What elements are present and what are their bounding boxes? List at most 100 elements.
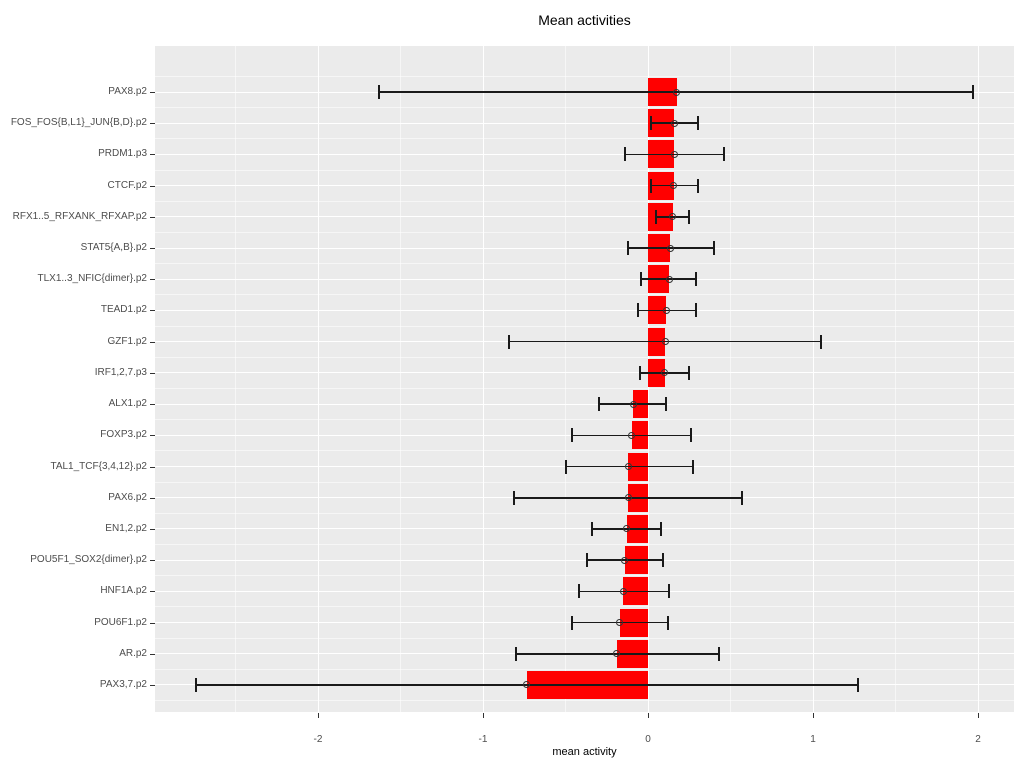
error-bar-cap-high (694, 303, 697, 318)
point-marker (669, 213, 677, 221)
gridline-horizontal-minor (155, 138, 1014, 140)
gridline-horizontal-minor (155, 637, 1014, 639)
y-tick-label: POU5F1_SOX2{dimer}.p2 (30, 554, 147, 566)
error-bar-cap-high (741, 490, 744, 505)
y-tick-mark (150, 528, 155, 530)
gridline-vertical-minor (400, 46, 401, 712)
gridline-vertical-minor (895, 46, 896, 712)
gridline-horizontal-major (155, 528, 1014, 530)
point-marker (662, 306, 670, 314)
y-tick-label: FOXP3.p2 (100, 429, 147, 441)
y-tick-label: CTCF.p2 (107, 179, 147, 191)
x-tick-label: 0 (645, 734, 651, 745)
y-tick-label: RFX1..5_RFXANK_RFXAP.p2 (12, 210, 147, 222)
error-bar-cap-low (194, 677, 197, 692)
gridline-horizontal-minor (155, 700, 1014, 702)
error-bar-cap-low (515, 646, 517, 661)
y-tick-label: ALX1.p2 (108, 398, 147, 410)
gridline-horizontal-minor (155, 450, 1014, 452)
gridline-horizontal-minor (155, 107, 1014, 109)
gridline-horizontal-major (155, 185, 1014, 187)
x-tick-mark (648, 713, 649, 718)
gridline-horizontal-minor (155, 231, 1014, 233)
x-axis-title: mean activity (552, 746, 617, 758)
y-tick-mark (150, 185, 155, 187)
gridline-vertical-major (482, 46, 484, 712)
y-tick-label: PRDM1.p3 (98, 148, 147, 160)
error-bar-cap-high (689, 428, 692, 443)
point-marker (624, 463, 632, 471)
gridline-horizontal-major (155, 122, 1014, 124)
gridline-vertical-major (812, 46, 814, 712)
gridline-horizontal-minor (155, 481, 1014, 483)
y-tick-label: TAL1_TCF{3,4,12}.p2 (50, 460, 147, 472)
gridline-vertical-minor (235, 46, 236, 712)
x-tick-mark (483, 713, 484, 718)
gridline-horizontal-minor (155, 544, 1014, 546)
error-bar-cap-high (665, 397, 668, 412)
error-bar-cap-low (564, 459, 567, 474)
gridline-horizontal-minor (155, 512, 1014, 514)
gridline-horizontal-minor (155, 263, 1014, 265)
error-bar-cap-low (571, 428, 574, 443)
y-tick-mark (150, 123, 155, 125)
gridline-horizontal-major (155, 403, 1014, 405)
point-marker (665, 275, 673, 283)
error-bar-cap-high (661, 553, 664, 568)
error-bar-cap-low (597, 397, 600, 412)
y-tick-label: EN1,2.p2 (105, 522, 147, 534)
point-marker (670, 182, 678, 190)
gridline-horizontal-major (155, 372, 1014, 374)
error-bar-cap-high (666, 615, 669, 630)
error-bar-cap-low (627, 241, 630, 256)
gridline-horizontal-minor (155, 668, 1014, 670)
error-bar-cap-low (637, 303, 640, 318)
error-bar-cap-low (585, 553, 588, 568)
y-tick-mark (150, 435, 155, 437)
point-marker (621, 556, 629, 564)
error-bar-cap-low (655, 209, 658, 224)
point-marker (673, 88, 681, 96)
error-bar-cap-low (640, 272, 643, 287)
y-tick-mark (150, 497, 155, 499)
y-tick-label: HNF1A.p2 (100, 585, 147, 597)
gridline-horizontal-major (155, 216, 1014, 218)
gridline-horizontal-minor (155, 169, 1014, 171)
point-marker (613, 650, 621, 658)
error-bar-cap-high (694, 272, 697, 287)
point-marker (666, 244, 674, 252)
gridline-horizontal-major (155, 153, 1014, 155)
gridline-horizontal-minor (155, 419, 1014, 421)
chart-title: Mean activities (538, 12, 631, 28)
y-tick-label: TEAD1.p2 (100, 304, 147, 316)
error-bar-cap-low (650, 178, 653, 193)
y-tick-mark (150, 341, 155, 343)
x-tick-label: -2 (313, 734, 323, 745)
error-bar-cap-high (688, 365, 691, 380)
y-tick-label: FOS_FOS{B,L1}_JUN{B,D}.p2 (10, 117, 147, 129)
y-tick-mark (150, 684, 155, 686)
y-tick-mark (150, 404, 155, 406)
point-marker (623, 525, 631, 533)
error-bar-cap-high (717, 646, 720, 661)
y-tick-mark (150, 216, 155, 218)
y-tick-label: AR.p2 (119, 647, 147, 659)
error-bar-cap-low (638, 365, 641, 380)
error-bar-cap-high (856, 677, 859, 692)
gridline-vertical-minor (730, 46, 731, 712)
error-bar-cap-low (508, 334, 511, 349)
gridline-horizontal-minor (155, 356, 1014, 358)
y-tick-label: STAT5{A,B}.p2 (80, 242, 147, 254)
y-tick-label: POU6F1.p2 (94, 616, 147, 628)
error-bar-cap-low (513, 490, 516, 505)
gridline-horizontal-minor (155, 325, 1014, 327)
gridline-horizontal-minor (155, 575, 1014, 577)
y-tick-mark (150, 92, 155, 93)
point-marker (628, 431, 635, 439)
point-marker (661, 338, 669, 346)
y-tick-label: PAX6.p2 (108, 491, 147, 503)
error-bar-cap-low (378, 85, 381, 99)
y-tick-mark (150, 653, 155, 655)
y-tick-mark (150, 310, 155, 312)
y-tick-label: PAX8.p2 (108, 86, 147, 97)
